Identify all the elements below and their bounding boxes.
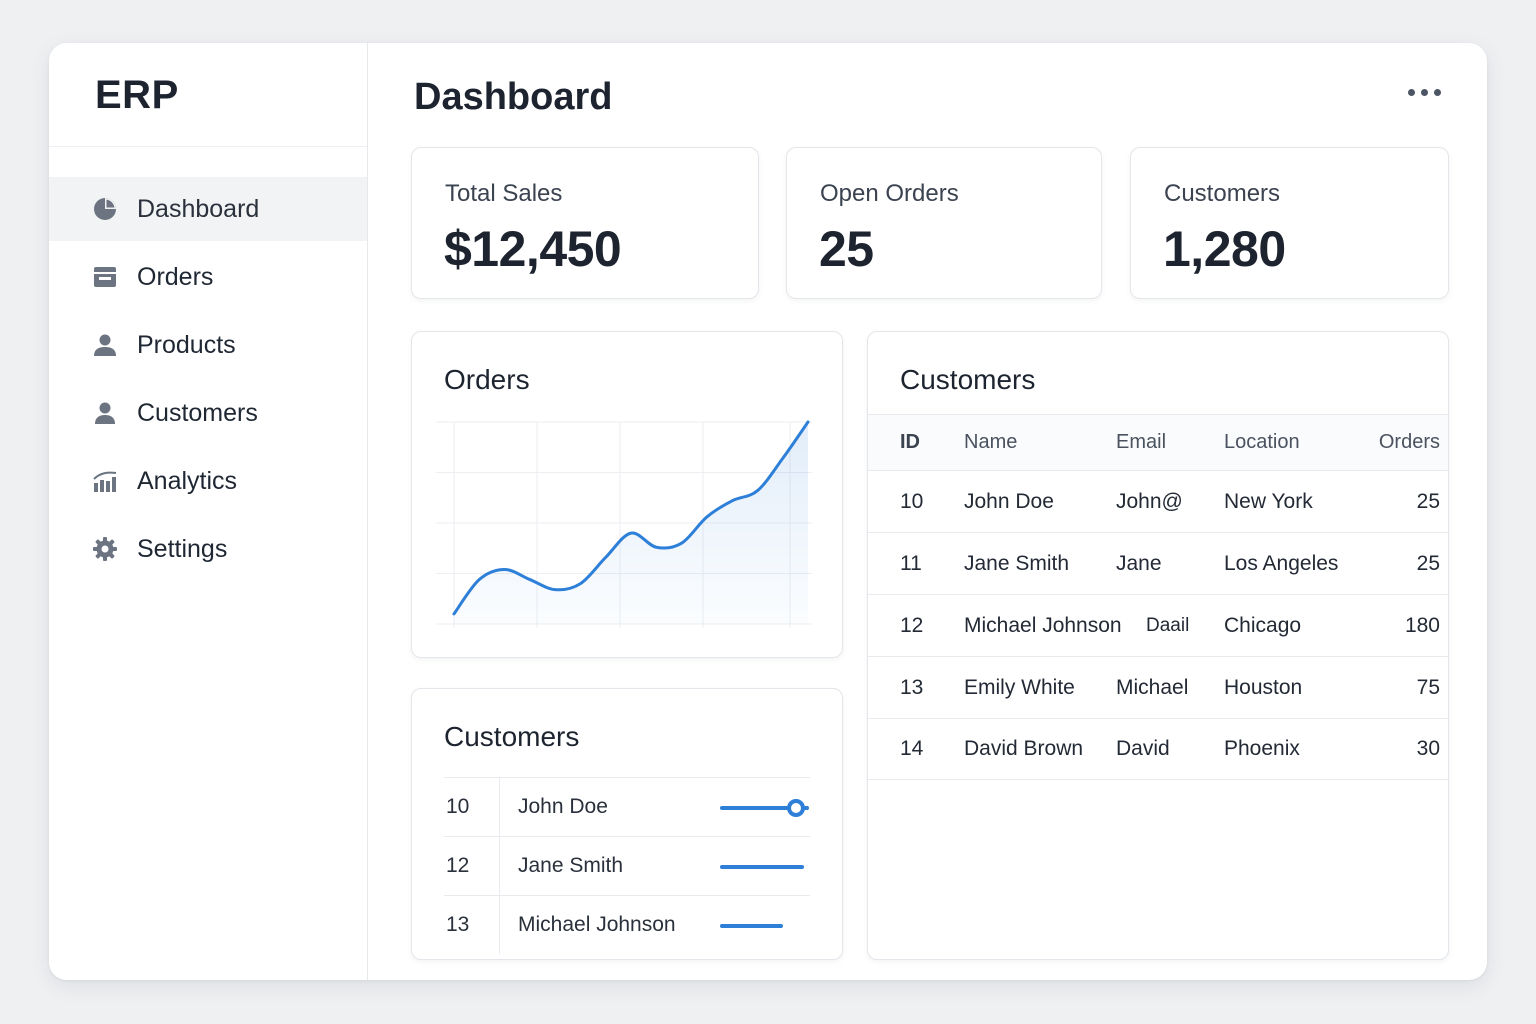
table-row[interactable]: 13 Emily White Michael Houston 75 (868, 656, 1448, 718)
sidebar-item-label: Products (137, 330, 236, 359)
list-item[interactable]: 12 Jane Smith (444, 836, 810, 895)
sidebar-item-label: Analytics (137, 466, 238, 495)
progress-bar (720, 865, 804, 869)
cell-id: 13 (900, 675, 924, 699)
sidebar-item-analytics[interactable]: Analytics (49, 449, 367, 513)
stat-value: 1,280 (1163, 221, 1286, 277)
sidebar-item-settings[interactable]: Settings (49, 517, 367, 581)
table-row[interactable]: 12 Michael Johnson Daail Chicago 180 (868, 594, 1448, 656)
sidebar-nav: Dashboard Orders Products Customers (49, 147, 367, 581)
stat-label: Total Sales (445, 180, 563, 207)
stat-label: Customers (1164, 180, 1281, 207)
pie-chart-icon (91, 195, 119, 223)
stat-card-open-orders: Open Orders 25 (786, 147, 1102, 299)
cell-name: David Brown (964, 737, 1084, 760)
page-title: Dashboard (414, 76, 613, 118)
customer-name: John Doe (518, 795, 608, 818)
sidebar-item-label: Customers (137, 398, 258, 427)
stat-card-total-sales: Total Sales $12,450 (411, 147, 759, 299)
orders-area-fill (454, 422, 808, 624)
cell-name: Emily White (964, 675, 1075, 699)
archive-box-icon (91, 263, 119, 291)
cell-id: 12 (900, 613, 924, 637)
stat-label: Open Orders (820, 180, 959, 207)
customers-mini-card: Customers 10 John Doe 12 Jane Smith 13 M… (411, 688, 843, 960)
sidebar: ERP Dashboard Orders Products (49, 43, 368, 980)
person-icon (91, 399, 119, 427)
customer-id: 13 (444, 896, 500, 954)
column-header-orders[interactable]: Orders (1378, 431, 1440, 453)
table-row[interactable]: 10 John Doe John@ New York 25 (868, 470, 1448, 532)
progress-bar (720, 924, 783, 928)
column-header-name[interactable]: Name (964, 431, 1018, 453)
stat-value: $12,450 (444, 221, 622, 277)
cell-name: Jane Smith (964, 551, 1070, 575)
cell-id: 11 (900, 551, 922, 575)
table-row[interactable]: 11 Jane Smith Jane Los Angeles 25 (868, 532, 1448, 594)
cell-email: John@ (1116, 489, 1183, 513)
card-title: Orders (444, 364, 530, 395)
cell-name: Michael Johnson (964, 613, 1122, 637)
customer-id: 10 (444, 778, 500, 836)
cell-location: Houston (1224, 675, 1303, 699)
customer-name: Michael Johnson (518, 913, 676, 936)
cell-email: David (1116, 737, 1170, 760)
card-title: Customers (900, 364, 1036, 395)
customer-id: 12 (444, 837, 500, 895)
table-row[interactable]: 14 David Brown David Phoenix 30 (868, 718, 1448, 780)
person-icon (91, 331, 119, 359)
cell-orders: 30 (1416, 737, 1440, 760)
card-title: Customers (444, 721, 580, 752)
progress-handle[interactable] (787, 799, 805, 817)
bar-chart-icon (91, 467, 119, 495)
customers-mini-list: 10 John Doe 12 Jane Smith 13 Michael Joh… (444, 777, 810, 954)
sidebar-item-customers[interactable]: Customers (49, 381, 367, 445)
list-item[interactable]: 13 Michael Johnson (444, 895, 810, 954)
cell-orders: 25 (1416, 551, 1440, 575)
column-header-email[interactable]: Email (1116, 431, 1167, 453)
cell-orders: 75 (1416, 675, 1440, 699)
cell-location: Los Angeles (1224, 551, 1339, 575)
orders-series-line (452, 420, 810, 616)
cell-orders: 25 (1416, 489, 1440, 513)
column-header-location[interactable]: Location (1224, 431, 1300, 453)
table-header-row: ID Name Email Location Orders (868, 414, 1448, 470)
cell-email: Michael (1116, 675, 1189, 699)
sidebar-item-label: Settings (137, 534, 228, 563)
customer-name: Jane Smith (518, 854, 624, 877)
orders-chart (436, 420, 812, 628)
sidebar-item-orders[interactable]: Orders (49, 245, 367, 309)
sidebar-item-products[interactable]: Products (49, 313, 367, 377)
sidebar-item-dashboard[interactable]: Dashboard (49, 177, 367, 241)
column-header-id[interactable]: ID (900, 431, 920, 453)
cell-id: 10 (900, 489, 924, 513)
customers-table-card: Customers ID Name Email Location Orders … (867, 331, 1449, 960)
cell-location: Chicago (1224, 613, 1302, 637)
sidebar-item-label: Dashboard (137, 194, 260, 223)
more-horizontal-icon[interactable] (1408, 89, 1441, 96)
cell-email: Jane (1116, 551, 1162, 575)
cell-orders: 180 (1404, 613, 1440, 637)
brand-logo: ERP (49, 43, 367, 147)
stat-value: 25 (819, 221, 874, 277)
progress-bar (720, 806, 809, 810)
orders-chart-card: Orders (411, 331, 843, 658)
list-item[interactable]: 10 John Doe (444, 777, 810, 836)
main-content: Dashboard Total Sales $12,450 Open Order… (369, 43, 1487, 980)
customers-table: ID Name Email Location Orders 10 John Do… (868, 414, 1448, 780)
cell-location: Phoenix (1224, 737, 1300, 760)
app-window: ERP Dashboard Orders Products (49, 43, 1487, 980)
sidebar-item-label: Orders (137, 262, 214, 291)
cell-email: Daail (1146, 614, 1190, 636)
gear-icon (91, 535, 119, 563)
cell-location: New York (1224, 489, 1313, 513)
stat-card-customers: Customers 1,280 (1130, 147, 1449, 299)
cell-id: 14 (900, 737, 924, 760)
cell-name: John Doe (964, 489, 1054, 513)
